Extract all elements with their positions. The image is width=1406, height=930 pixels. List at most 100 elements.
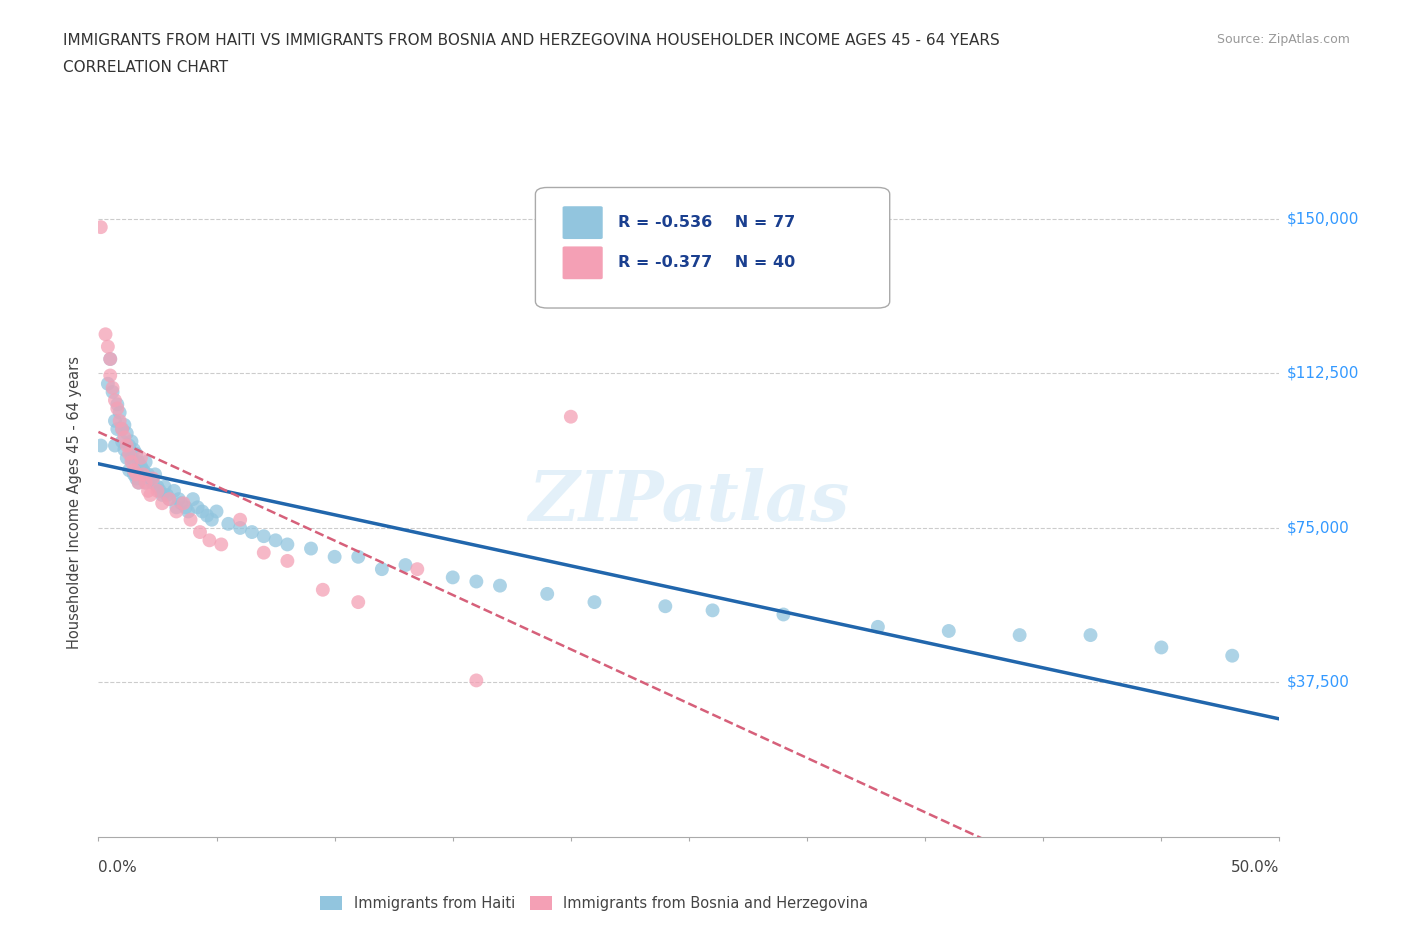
Point [112, 443, 135, 458]
Point [111, 434, 134, 449]
Point [1008, 628, 1031, 643]
Point [866, 619, 889, 634]
Y-axis label: Householder Income Ages 45 - 64 years: Householder Income Ages 45 - 64 years [67, 355, 83, 649]
Point [174, 500, 197, 515]
Point [165, 500, 187, 515]
Point [441, 570, 464, 585]
Point [170, 496, 193, 511]
Point [139, 487, 162, 502]
Point [153, 479, 176, 494]
Point [489, 578, 512, 593]
Point [98, 352, 121, 366]
Text: CORRELATION CHART: CORRELATION CHART [63, 60, 228, 75]
Point [118, 438, 141, 453]
Point [90, 438, 112, 453]
Point [115, 426, 138, 441]
Point [132, 463, 155, 478]
FancyBboxPatch shape [562, 246, 603, 279]
Point [112, 418, 135, 432]
Point [1220, 648, 1243, 663]
FancyBboxPatch shape [536, 188, 890, 308]
Point [181, 492, 204, 507]
Point [104, 413, 127, 428]
Point [122, 463, 145, 478]
Point [465, 673, 488, 688]
Point [702, 603, 724, 618]
Point [108, 405, 131, 420]
Point [105, 401, 128, 416]
Point [94, 326, 117, 341]
Point [406, 562, 429, 577]
Point [371, 562, 394, 577]
Point [121, 450, 143, 465]
Point [465, 574, 488, 589]
Point [264, 533, 287, 548]
Point [112, 430, 135, 445]
Point [205, 504, 228, 519]
Point [98, 352, 121, 366]
Point [276, 537, 298, 551]
Point [121, 455, 143, 470]
Text: 0.0%: 0.0% [98, 860, 138, 875]
Point [180, 512, 202, 527]
Text: $37,500: $37,500 [1286, 675, 1350, 690]
Point [1150, 640, 1173, 655]
Point [98, 368, 121, 383]
Point [253, 545, 276, 560]
Point [143, 467, 166, 482]
Point [125, 446, 148, 461]
Point [101, 384, 124, 399]
Point [394, 558, 416, 573]
Point [209, 537, 232, 551]
Point [142, 472, 165, 486]
Point [125, 472, 148, 486]
Point [128, 475, 150, 490]
Point [187, 500, 209, 515]
Point [323, 550, 346, 565]
Point [129, 458, 152, 473]
Point [150, 487, 173, 502]
Point [136, 484, 159, 498]
Point [105, 397, 128, 412]
Point [125, 467, 148, 482]
Point [118, 463, 141, 478]
Point [122, 443, 145, 458]
Point [118, 446, 141, 461]
Point [560, 409, 582, 424]
Text: R = -0.377    N = 40: R = -0.377 N = 40 [619, 256, 796, 271]
Point [198, 533, 221, 548]
Point [105, 421, 128, 436]
Point [149, 484, 172, 498]
Point [146, 479, 169, 494]
Point [146, 484, 169, 498]
Point [157, 492, 180, 507]
Point [111, 421, 134, 436]
Point [163, 484, 186, 498]
Point [229, 521, 252, 536]
Point [1080, 628, 1102, 643]
Point [191, 504, 214, 519]
Point [347, 594, 370, 609]
Point [172, 496, 194, 511]
Text: $150,000: $150,000 [1286, 211, 1358, 226]
Text: ZIPatlas: ZIPatlas [529, 469, 849, 536]
Point [772, 607, 794, 622]
Point [536, 587, 558, 602]
Point [97, 339, 120, 354]
Text: Source: ZipAtlas.com: Source: ZipAtlas.com [1216, 33, 1350, 46]
Text: R = -0.536    N = 77: R = -0.536 N = 77 [619, 215, 796, 230]
Point [276, 553, 298, 568]
Point [104, 392, 127, 407]
FancyBboxPatch shape [562, 206, 603, 239]
Point [135, 475, 157, 490]
Point [115, 438, 138, 453]
Point [121, 434, 143, 449]
Point [150, 496, 173, 511]
Point [142, 475, 165, 490]
Point [157, 492, 180, 507]
Point [201, 512, 224, 527]
Text: $112,500: $112,500 [1286, 365, 1358, 381]
Point [156, 487, 179, 502]
Point [312, 582, 335, 597]
Point [195, 508, 218, 523]
